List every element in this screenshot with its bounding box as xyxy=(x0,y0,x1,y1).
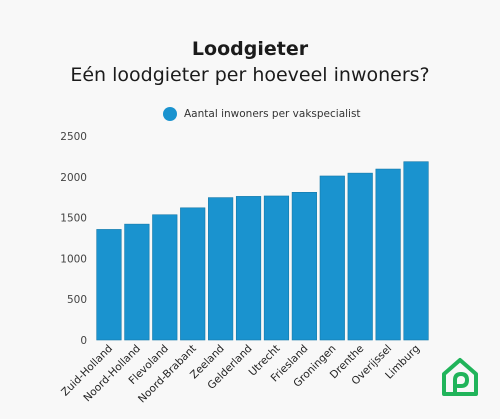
bar-noord-brabant xyxy=(180,207,206,341)
bar-overijssel xyxy=(375,168,401,341)
bar-flevoland xyxy=(152,214,178,341)
bar-limburg xyxy=(403,161,429,341)
y-tick-label: 500 xyxy=(67,294,87,306)
chart-subtitle: Eén loodgieter per hoeveel inwoners? xyxy=(70,64,430,86)
bars xyxy=(96,161,429,341)
bar-zeeland xyxy=(208,197,234,341)
bar-noord-holland xyxy=(124,223,150,341)
bar-gelderland xyxy=(235,196,262,341)
y-tick-label: 2000 xyxy=(60,172,87,184)
bar-utrecht xyxy=(263,195,290,341)
y-tick-label: 1000 xyxy=(60,253,87,265)
y-tick-label: 1500 xyxy=(60,213,87,225)
house-wrench-logo-icon xyxy=(442,358,478,396)
y-tick-label: 0 xyxy=(80,335,87,347)
x-axis-labels: Zuid-HollandNoord-HollandFlevolandNoord-… xyxy=(59,343,422,406)
bar-friesland xyxy=(291,192,317,341)
y-tick-label: 2500 xyxy=(60,131,87,143)
y-axis: 0 500 1000 1500 2000 2500 xyxy=(60,131,87,347)
bar-zuid-holland xyxy=(96,229,122,341)
legend-label: Aantal inwoners per vakspecialist xyxy=(184,108,361,120)
bar-drenthe xyxy=(347,172,373,341)
legend: Aantal inwoners per vakspecialist xyxy=(163,106,361,122)
legend-swatch xyxy=(163,107,177,121)
bar-groningen xyxy=(319,175,345,341)
chart-title: Loodgieter xyxy=(191,38,309,60)
